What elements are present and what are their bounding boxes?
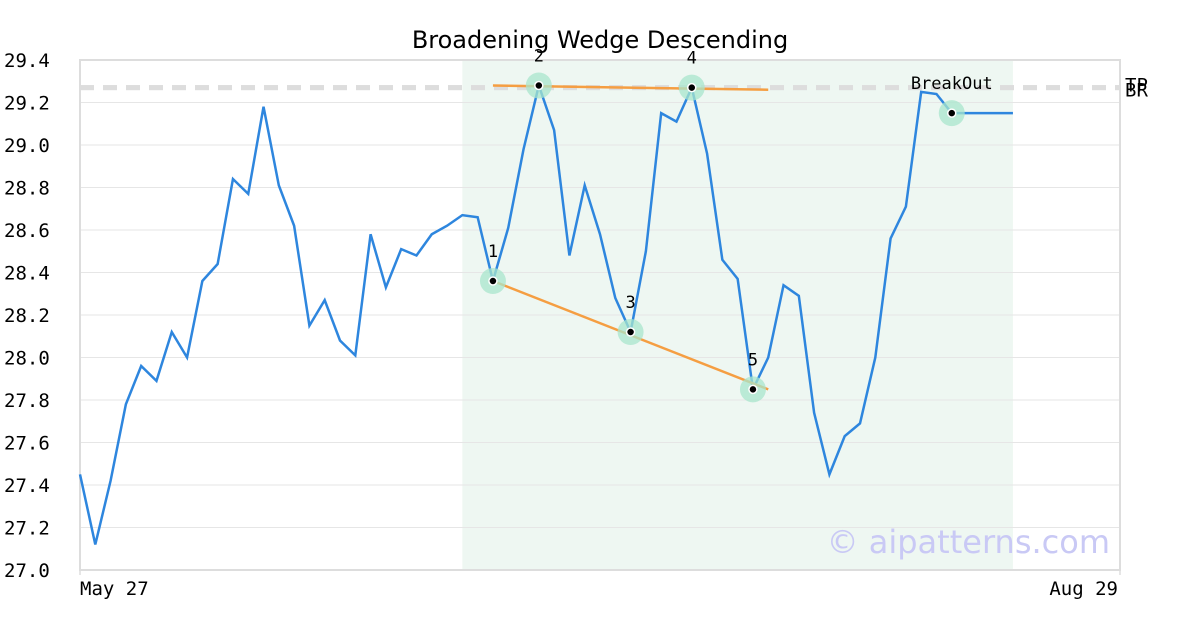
chart-title: Broadening Wedge Descending (412, 26, 788, 54)
x-tick-label: May 27 (80, 578, 149, 600)
y-tick-label: 28.4 (4, 263, 50, 285)
price-line (78, 81, 1013, 545)
y-tick-label: 28.8 (4, 178, 50, 200)
point-dot (625, 327, 636, 337)
y-tick-label: 27.0 (4, 560, 50, 582)
point-dot (947, 108, 957, 118)
point-dot (748, 384, 758, 395)
point-dot (488, 276, 498, 286)
y-tick-label: 29.4 (4, 50, 50, 72)
point-dot (534, 80, 544, 91)
y-tick-label: 28.2 (4, 305, 50, 327)
point-dot (687, 82, 697, 93)
level-label: BR (1125, 80, 1148, 102)
x-tick-label: Aug 29 (1049, 578, 1118, 600)
point-label: 3 (625, 293, 635, 313)
level-label: TP (1125, 75, 1148, 97)
point-label: 1 (488, 242, 498, 262)
point-label: BreakOut (911, 74, 993, 94)
point-label: 5 (748, 350, 758, 370)
watermark: © aipatterns.com (827, 523, 1110, 561)
y-tick-label: 27.8 (4, 390, 50, 412)
y-tick-label: 29.0 (4, 135, 50, 157)
point-label: 4 (687, 49, 697, 69)
y-tick-label: 27.2 (4, 518, 50, 540)
point-label: 2 (534, 47, 544, 67)
y-tick-label: 27.4 (4, 475, 50, 497)
y-tick-label: 28.6 (4, 220, 50, 242)
plot-frame (79, 59, 1121, 571)
y-tick-label: 27.6 (4, 433, 50, 455)
y-tick-label: 29.2 (4, 93, 50, 115)
y-tick-label: 28.0 (4, 348, 50, 370)
